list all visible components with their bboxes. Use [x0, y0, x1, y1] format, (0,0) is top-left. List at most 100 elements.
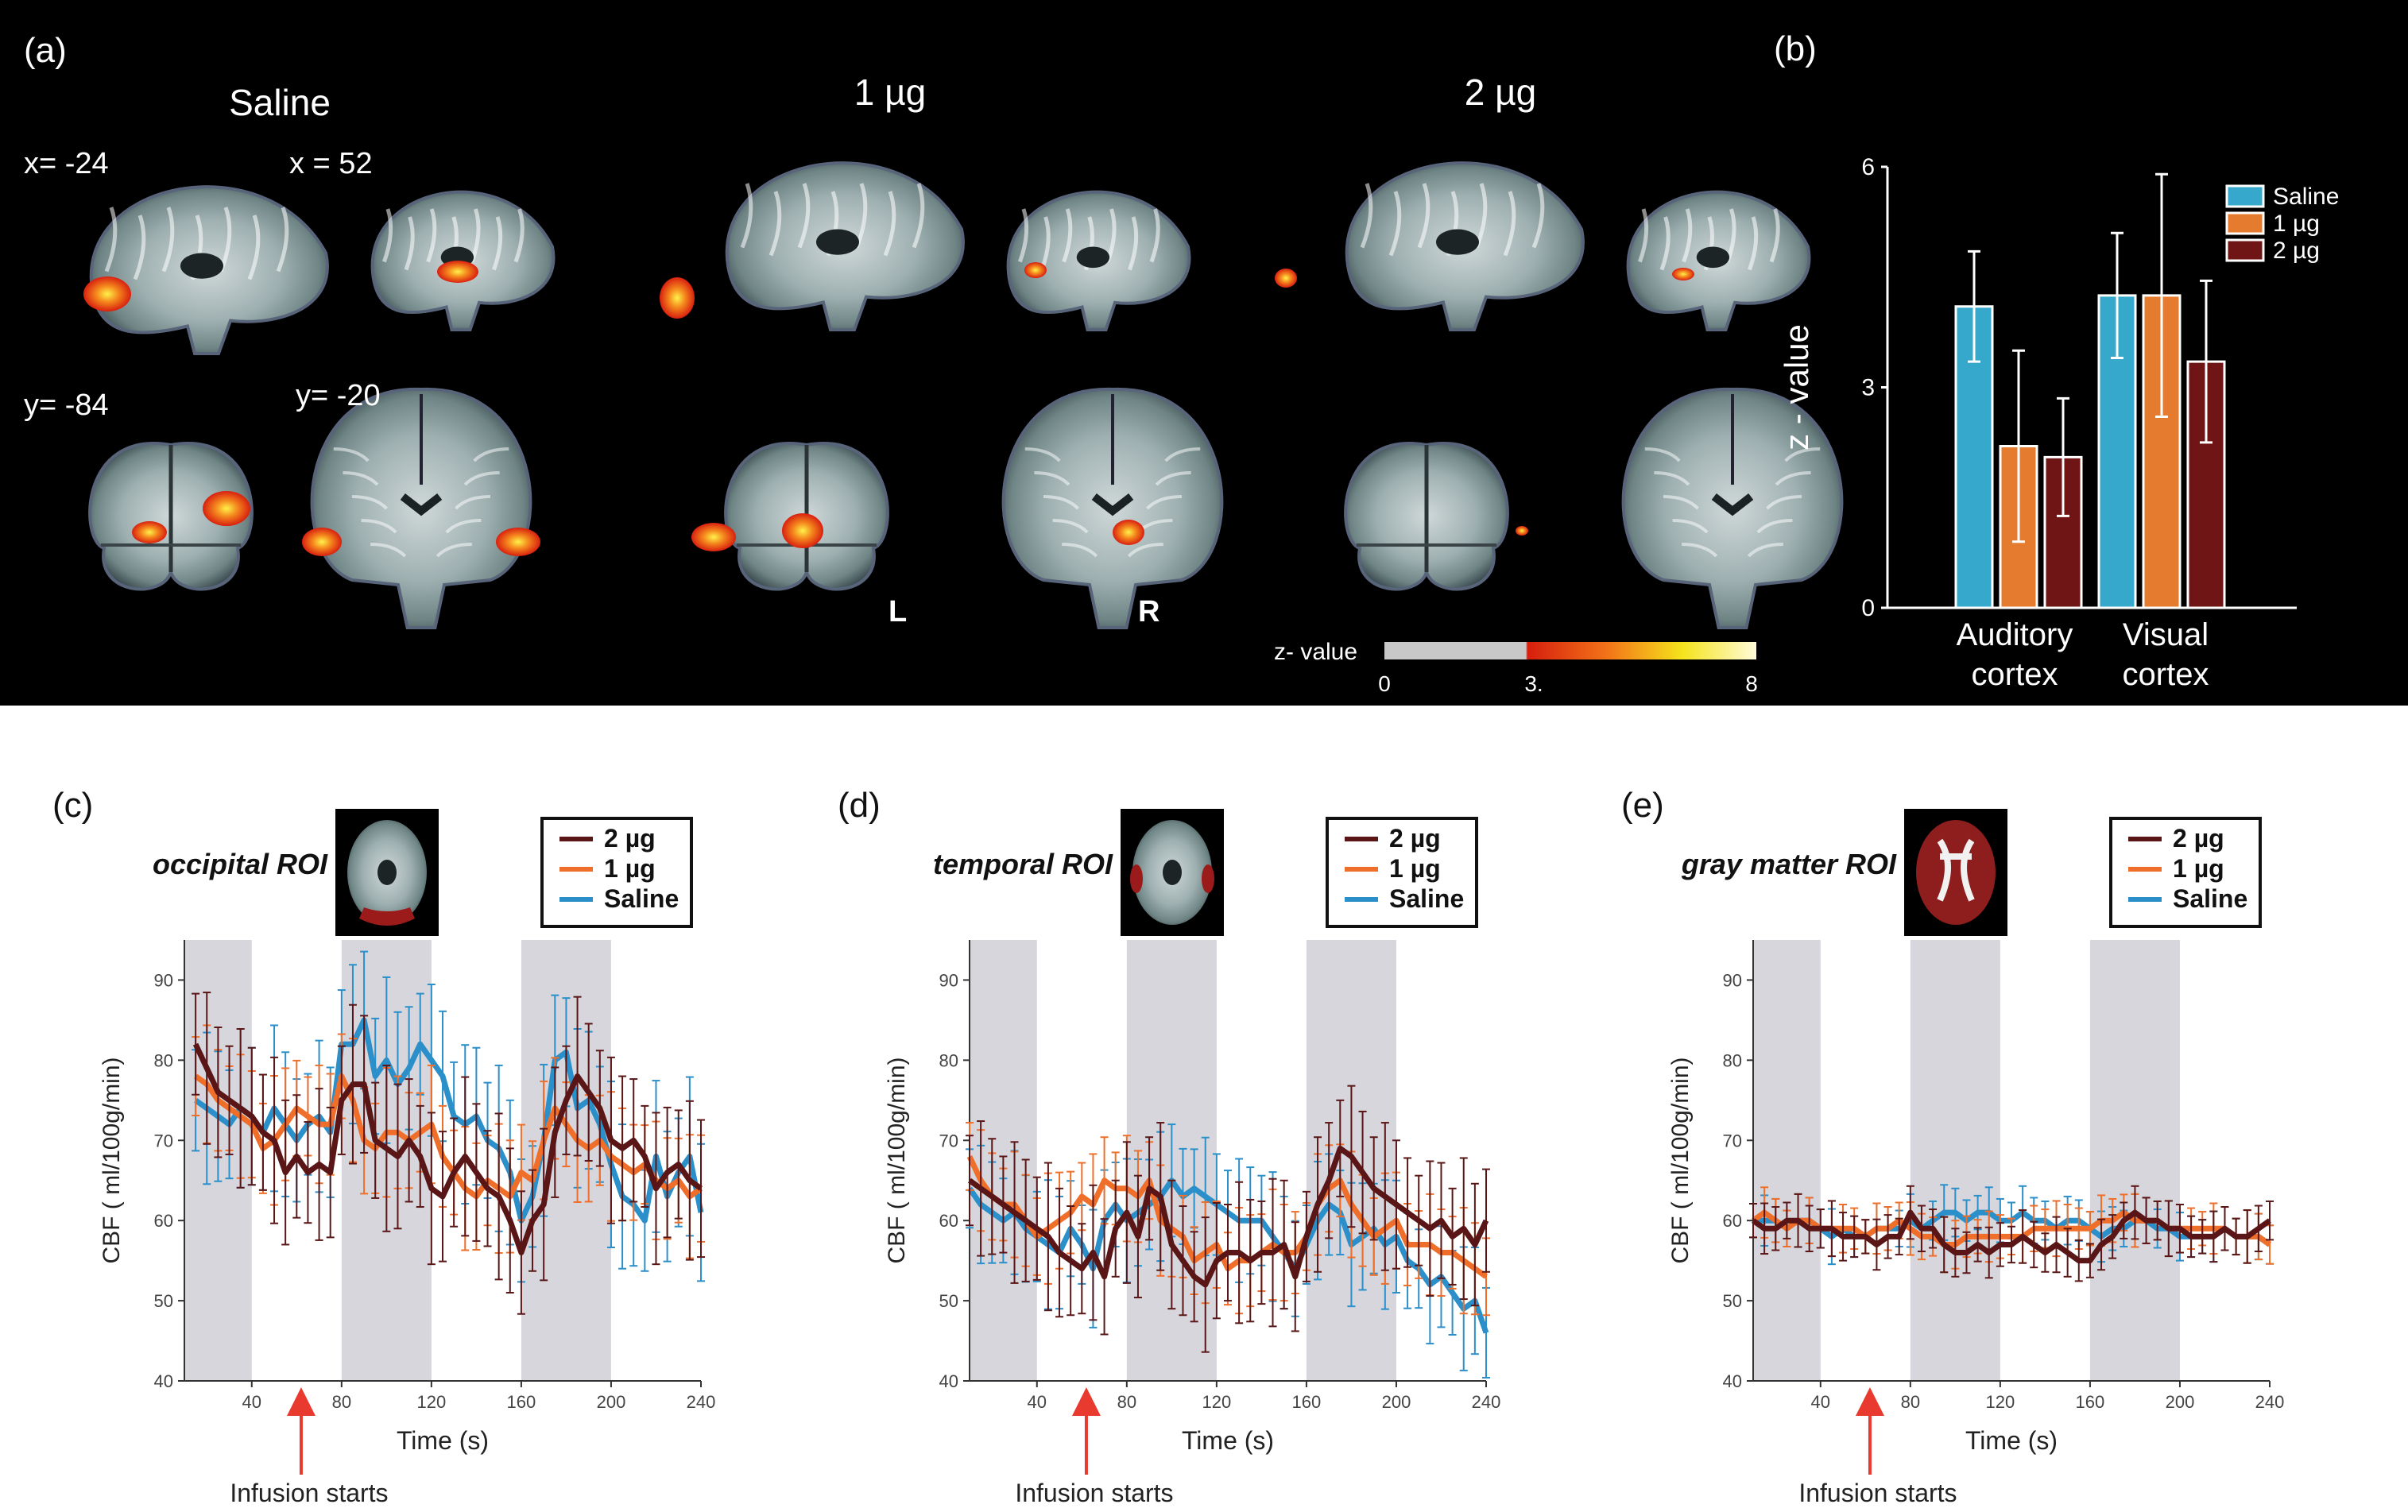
legend-label: 2 µg [2273, 238, 2320, 264]
series-line [194, 1073, 703, 1200]
ventricle [1436, 229, 1479, 255]
gyrus-line [1725, 208, 1736, 263]
legend-swatch [2225, 211, 2265, 235]
gyrus-line [1638, 208, 1649, 263]
y-tick-label: 80 [939, 1050, 958, 1070]
gyrus-line [1503, 191, 1516, 257]
gyrus-line [370, 543, 407, 558]
gyrus-line [1164, 447, 1201, 462]
stimulation-block [1910, 940, 2000, 1381]
gyrus-line [797, 183, 811, 249]
orientation-left-label: L [888, 595, 907, 628]
colorbar-tick: 0 [1378, 671, 1391, 696]
gyrus-line [1769, 208, 1780, 263]
y-tick-label: 40 [154, 1371, 173, 1391]
y-tick-label: 80 [154, 1050, 173, 1070]
legend-label: 1 µg [604, 854, 656, 883]
gyrus-line [1127, 543, 1163, 558]
y-tick-label: 6 [1861, 154, 1875, 180]
gyrus-line [1747, 543, 1783, 558]
brain-group-1: Saline [88, 82, 556, 629]
gyrus-line [247, 215, 261, 280]
gyrus-line [1784, 447, 1821, 462]
coordinate-label: x = 52 [289, 147, 373, 180]
activation-cluster [132, 521, 167, 543]
ventricle [180, 253, 223, 279]
gyrus-line [1146, 495, 1183, 510]
ventricle [1076, 246, 1110, 269]
x-tick-label: 240 [2255, 1392, 2285, 1412]
roi-title: temporal ROI [933, 848, 1113, 880]
x-tick-label: 120 [1202, 1392, 1232, 1412]
gyrus-line [343, 471, 379, 486]
x-tick-label: 240 [687, 1392, 716, 1412]
legend-box [2109, 817, 2262, 928]
orientation-right-label: R [1138, 595, 1159, 628]
sagittal-right [1006, 190, 1191, 331]
activation-cluster [1516, 526, 1528, 536]
legend-box [1326, 817, 1478, 928]
y-tick-label: 3 [1861, 375, 1875, 401]
y-tick-label: 0 [1861, 595, 1875, 621]
gyrus-line [1748, 216, 1759, 271]
y-tick-label: 60 [154, 1211, 173, 1231]
group-title: Saline [229, 82, 331, 123]
x-tick-label: 120 [1986, 1392, 2015, 1412]
roi-title: occipital ROI [153, 848, 328, 880]
roi-thumbnail-ventricle [377, 860, 397, 885]
panel-b-bar-chart: (b) 0 3 6 z - value Auditory cortex Visual corte… [1774, 29, 2339, 692]
legend-label: 2 µg [1389, 824, 1441, 853]
gyrus-line [426, 208, 437, 263]
legend-label: Saline [2273, 184, 2339, 210]
activation-cluster [660, 277, 695, 319]
gyrus-line [1644, 447, 1681, 462]
gyrus-line [1672, 519, 1709, 534]
legend-label: Saline [604, 884, 679, 913]
mid-coronal [1001, 387, 1224, 629]
ventricles [1711, 493, 1754, 516]
legend-swatch [2225, 184, 2265, 208]
gyrus-line [382, 208, 393, 263]
x-tick-label: 160 [507, 1392, 536, 1412]
x-tick-label: 40 [242, 1392, 261, 1412]
infusion-annotation: Infusion starts [1798, 1479, 1957, 1507]
gyrus-line [1039, 216, 1051, 271]
y-tick-label: 90 [1723, 970, 1742, 990]
roi-title: gray matter ROI [1681, 848, 1897, 880]
y-tick-label: 60 [939, 1211, 958, 1231]
gyrus-line [1149, 208, 1160, 263]
activation-cluster [1024, 262, 1047, 278]
series-2-µg [1749, 1185, 2274, 1282]
y-tick-label: 50 [939, 1291, 958, 1311]
gyrus-line [436, 543, 472, 558]
roi-thumbnail-mask [1130, 864, 1143, 893]
x-tick-label: 240 [1472, 1392, 1501, 1412]
gyrus-line [219, 207, 232, 273]
gyrus-line [854, 183, 868, 249]
gyrus-line [1474, 183, 1488, 249]
colorbar-title: z- value [1274, 639, 1357, 665]
gyrus-line [361, 519, 397, 534]
legend-label: Saline [2173, 884, 2247, 913]
series-2-µg [966, 1085, 1490, 1353]
panel-label: (e) [1621, 786, 1664, 825]
x-tick-label: 160 [2076, 1392, 2105, 1412]
sagittal-right [370, 190, 556, 331]
colorbar-tick: 8 [1745, 671, 1758, 696]
gyrus-line [768, 191, 782, 257]
posterior-coronal [88, 442, 254, 591]
y-tick-label: 60 [1723, 1211, 1742, 1231]
y-tick-label: 80 [1723, 1050, 1742, 1070]
activation-cluster [1275, 269, 1297, 288]
mid-coronal [1621, 387, 1844, 629]
legend-label: 2 µg [604, 824, 656, 853]
sagittal-right [1626, 190, 1811, 331]
category-label: Auditory [1957, 617, 2073, 652]
coordinate-label: y= -20 [296, 379, 381, 412]
y-tick-label: 70 [1723, 1131, 1742, 1150]
sagittal-left [725, 161, 965, 331]
y-tick-label: 70 [939, 1131, 958, 1150]
gyrus-line [1034, 471, 1070, 486]
legend-label: 2 µg [2173, 824, 2224, 853]
series-2-µg [192, 992, 705, 1315]
